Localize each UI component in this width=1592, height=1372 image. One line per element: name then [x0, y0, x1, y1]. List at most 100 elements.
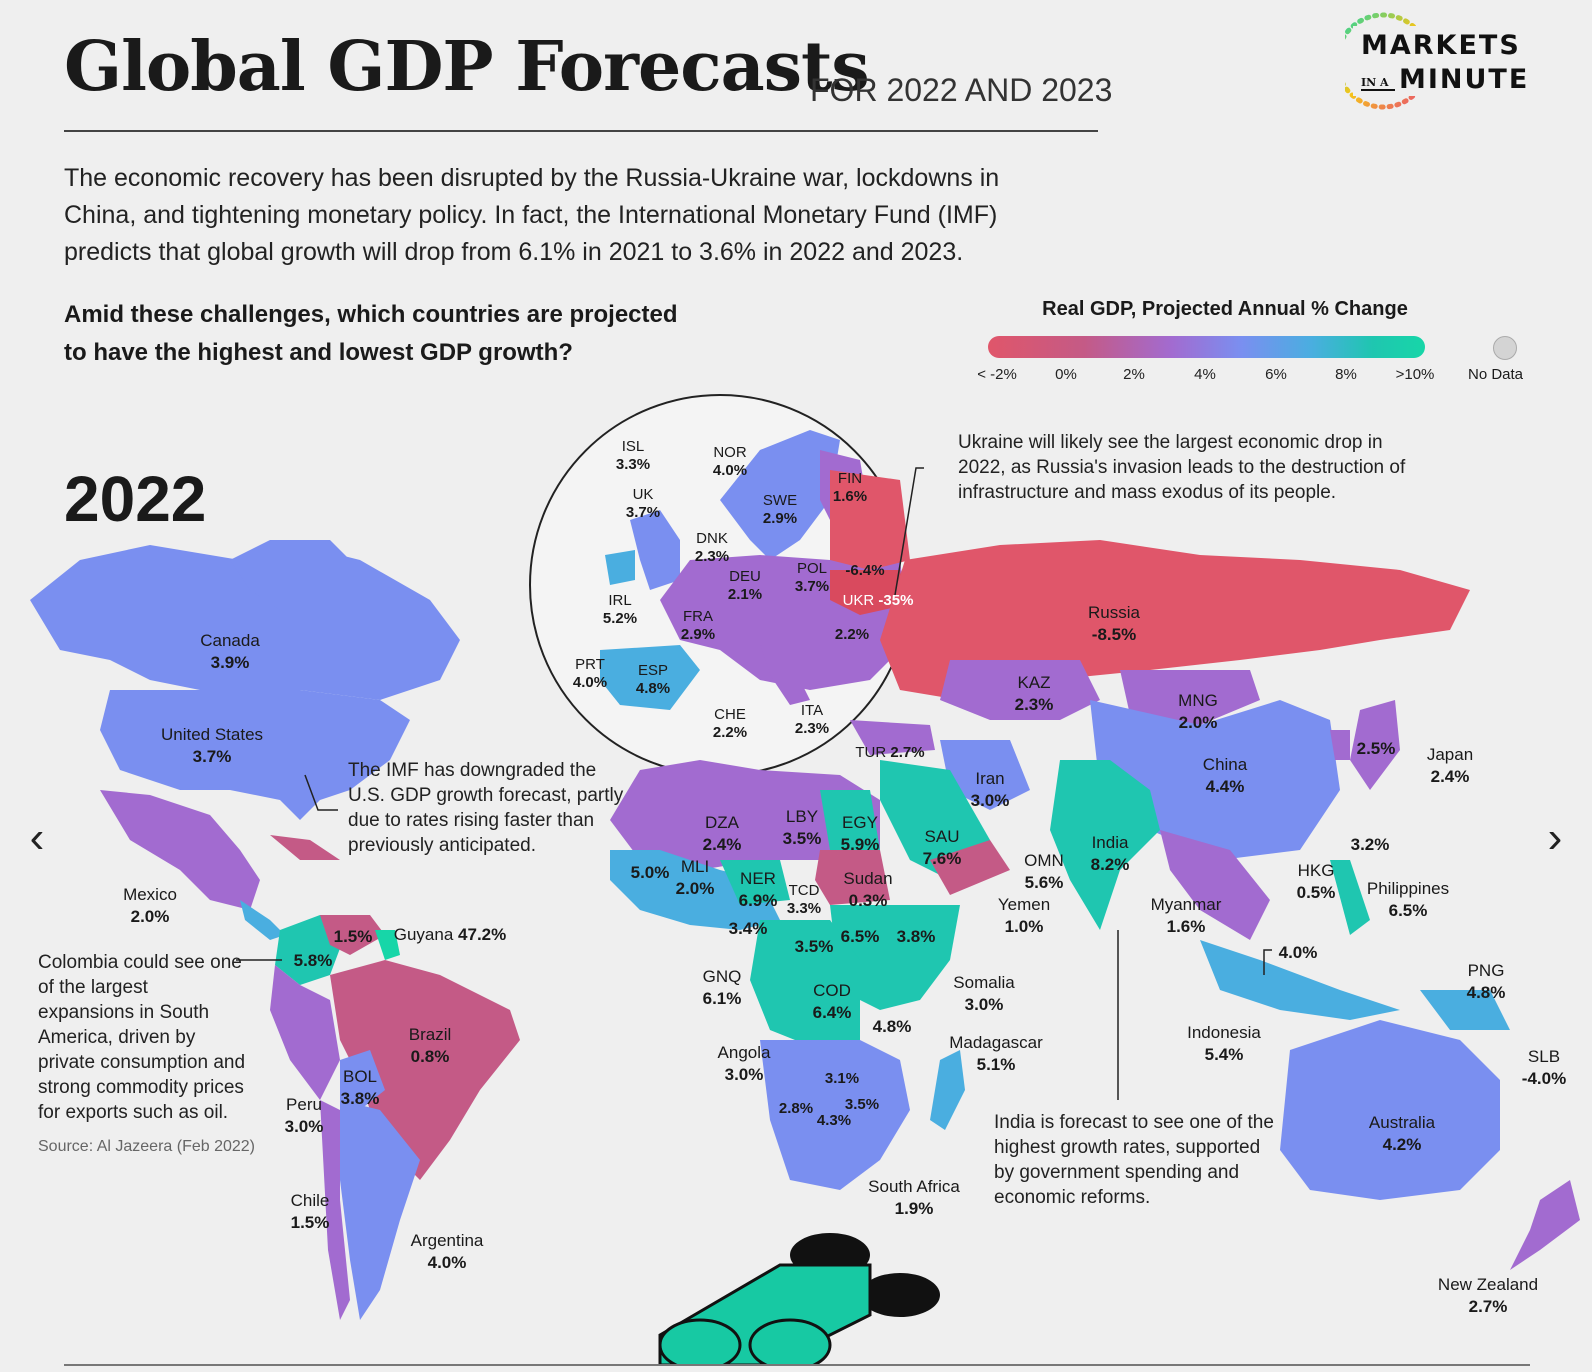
country-label: Canada 3.9%: [200, 631, 260, 672]
country-label: 2.2%: [834, 626, 870, 643]
region-egypt: [820, 790, 880, 850]
country-label: 4.0%: [1278, 943, 1318, 962]
country-label: 2.8%: [778, 1100, 814, 1117]
no-data-label: No Data: [1468, 366, 1524, 383]
no-data-swatch: [1493, 336, 1517, 360]
region-central-america: [240, 900, 285, 940]
region-new-zealand: [1510, 1180, 1580, 1270]
country-label: ESP 4.8%: [635, 662, 671, 697]
region-mongolia: [1120, 670, 1260, 725]
country-label: Sudan 0.3%: [843, 869, 893, 910]
country-label: New Zealand 2.7%: [1437, 1275, 1539, 1316]
region-venezuela: [320, 915, 385, 955]
country-label: Angola 3.0%: [717, 1043, 771, 1084]
region-north-africa: [610, 760, 880, 870]
logo-line1: MARKETS: [1361, 30, 1521, 61]
country-label: Peru 3.0%: [284, 1095, 324, 1136]
country-label: FRA 2.9%: [680, 608, 716, 643]
markets-in-a-minute-logo: MARKETS IN A MINUTE: [1345, 12, 1533, 110]
country-label: 5.0%: [630, 863, 670, 882]
country-label: 4.8%: [872, 1017, 912, 1036]
logo-line2: MINUTE: [1399, 64, 1529, 95]
country-label: United States 3.7%: [160, 725, 264, 766]
annotation-ukraine: Ukraine will likely see the largest econ…: [958, 432, 1406, 503]
country-label: OMN 5.6%: [1024, 851, 1064, 892]
region-japan: [1350, 700, 1400, 790]
country-label: CHE 2.2%: [712, 706, 748, 741]
region-niger: [720, 860, 790, 905]
country-label: 3.5%: [794, 937, 834, 956]
country-label: South Africa 1.9%: [868, 1177, 960, 1218]
question-text: Amid these challenges, which countries a…: [64, 301, 678, 366]
legend-ticks: < -2% 0% 2% 4% 6% 8% >10%: [960, 366, 1450, 390]
region-philippines: [1330, 860, 1370, 935]
country-label: NOR 4.0%: [712, 444, 748, 479]
year-label: 2022: [64, 463, 207, 535]
annotation-india: India is forecast to see one of the high…: [994, 1112, 1274, 1208]
annotation-us: The IMF has downgraded the U.S. GDP grow…: [348, 760, 624, 856]
country-label: DNK 2.3%: [694, 530, 730, 565]
country-label: Brazil 0.8%: [408, 1025, 452, 1066]
country-label: 1.5%: [333, 927, 373, 946]
legend-color-scale: [988, 336, 1425, 358]
region-scandinavia: [720, 430, 840, 560]
region-ukraine: [830, 570, 905, 615]
region-bolivia: [340, 1050, 385, 1110]
legend-tick: 4%: [1194, 366, 1216, 383]
page-subtitle: FOR 2022 AND 2023: [810, 72, 1113, 108]
country-label: KAZ 2.3%: [1014, 673, 1054, 714]
country-label: HKG 0.5%: [1296, 861, 1336, 902]
region-australia: [1280, 1020, 1500, 1200]
country-label: TCD 3.3%: [786, 882, 822, 917]
country-label: MNG 2.0%: [1178, 691, 1218, 732]
region-peru: [270, 965, 340, 1100]
country-label: POL 3.7%: [794, 560, 830, 595]
country-label: Argentina 4.0%: [410, 1231, 484, 1272]
country-label: BOL 3.8%: [340, 1067, 380, 1108]
country-label: Somalia 3.0%: [953, 973, 1015, 1014]
country-label: 6.5%: [840, 927, 880, 946]
region-png: [1420, 990, 1510, 1030]
page-title: Global GDP Forecasts: [64, 27, 870, 107]
logo-small: IN A: [1361, 76, 1389, 89]
region-yemen-oman: [930, 840, 1010, 895]
legend-tick: < -2%: [977, 366, 1017, 383]
region-sudan: [815, 850, 890, 905]
country-label: ISL 3.3%: [615, 438, 651, 473]
country-label: ITA 2.3%: [794, 702, 830, 737]
region-myanmar-sea: [1160, 830, 1270, 940]
country-label: Japan 2.4%: [1426, 745, 1474, 786]
binoculars-icon: [658, 1233, 940, 1365]
country-label: SLB -4.0%: [1521, 1047, 1567, 1088]
region-east-africa: [830, 905, 960, 1010]
country-label: DZA 2.4%: [702, 813, 742, 854]
country-label: PNG 4.8%: [1466, 961, 1506, 1002]
previous-arrow-icon[interactable]: ‹: [29, 813, 45, 862]
country-label: PRT 4.0%: [572, 656, 608, 691]
legend-tick: >10%: [1395, 366, 1435, 383]
region-central-africa: [750, 920, 860, 1050]
country-label: -6.4%: [845, 562, 885, 579]
legend-title: Real GDP, Projected Annual % Change: [1042, 298, 1408, 320]
annotation-colombia: Colombia could see one of the largest ex…: [38, 952, 246, 1123]
region-west-africa: [610, 850, 780, 930]
country-label: Myanmar 1.6%: [1150, 895, 1222, 936]
country-label: Indonesia 5.4%: [1187, 1023, 1261, 1064]
region-korea: [1330, 730, 1350, 760]
region-turkey: [850, 720, 935, 755]
country-label: China 4.4%: [1202, 755, 1248, 796]
region-italy: [760, 645, 810, 705]
region-chile: [320, 1100, 350, 1320]
country-label: COD 6.4%: [812, 981, 852, 1022]
country-label: 3.5%: [844, 1096, 880, 1113]
region-mexico: [100, 790, 260, 910]
title-divider: [64, 130, 1098, 132]
intro-text: The economic recovery has been disrupted…: [64, 164, 1000, 266]
legend-tick: 8%: [1335, 366, 1357, 383]
next-arrow-icon[interactable]: ›: [1547, 813, 1563, 862]
region-canada: [30, 545, 460, 700]
country-label: 3.1%: [824, 1070, 860, 1087]
country-label: TUR 2.7%: [855, 744, 925, 761]
country-label: NER 6.9%: [738, 869, 778, 910]
country-label: 2.5%: [1356, 739, 1396, 758]
